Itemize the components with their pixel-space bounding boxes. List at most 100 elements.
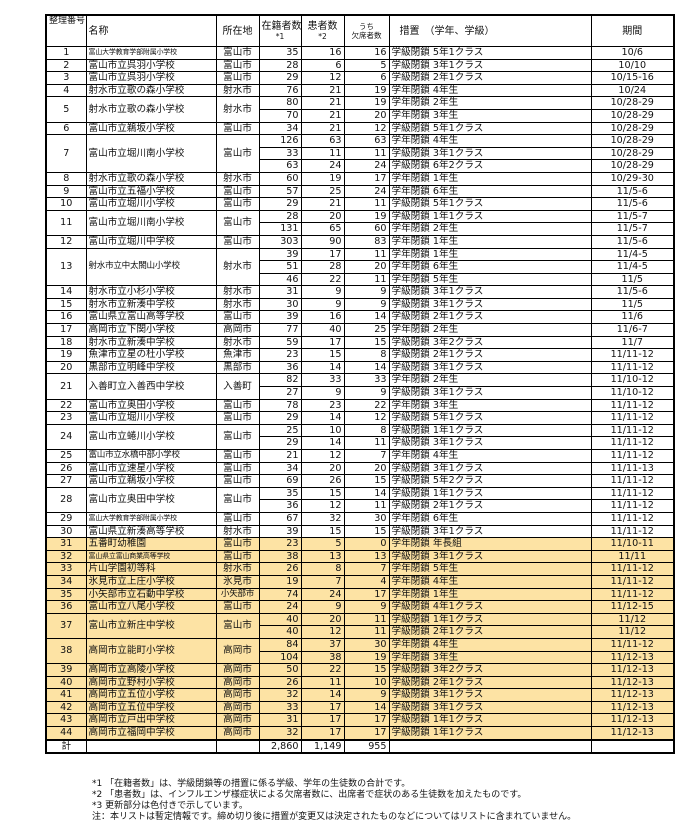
table-row: 15 射水市立新湊中学校 射水市 30 9 9 学級閉鎖 3年1クラス 11/5 xyxy=(45,297,675,312)
school-location: 高岡市 xyxy=(215,713,260,728)
school-location: 高岡市 xyxy=(215,663,260,677)
absent-count: 20 xyxy=(343,260,390,274)
absent-count: 15 xyxy=(343,663,390,677)
closure-period: 11/5-7 xyxy=(590,222,675,236)
absent-count: 30 xyxy=(343,637,390,652)
closure-period: 11/4-5 xyxy=(590,247,675,262)
absent-count: 63 xyxy=(343,134,390,148)
closure-period: 11/10-12 xyxy=(590,386,675,400)
absent-count: 0 xyxy=(343,537,390,551)
entry-number: 40 xyxy=(45,675,87,690)
school-name: 富山市立呉羽小学校 xyxy=(85,58,217,73)
table-row: 2 富山市立呉羽小学校 富山市 28 6 5 学級閉鎖 3年1クラス 10/10 xyxy=(45,58,675,73)
school-name: 高岡市立下関小学校 xyxy=(85,323,217,337)
school-name: 富山市立堀川南小学校 xyxy=(85,209,217,236)
absent-count: 19 xyxy=(343,209,390,224)
total-period-blank xyxy=(590,738,675,754)
patient-count: 5 xyxy=(300,537,345,551)
school-location: 射水市 xyxy=(215,335,260,350)
table-row: 20 黒部市立明峰中学校 黒部市 36 14 14 学級閉鎖 3年1クラス 11/11-12 xyxy=(45,360,675,375)
header-period: 期間 xyxy=(590,14,675,47)
school-location: 射水市 xyxy=(215,83,260,98)
absent-count: 14 xyxy=(343,700,390,715)
school-name: 富山市立奥田小学校 xyxy=(85,398,217,413)
patient-count: 26 xyxy=(300,474,345,488)
absent-count: 11 xyxy=(343,625,390,639)
absent-count: 13 xyxy=(343,549,390,564)
table-row: 17 高岡市立下関小学校 高岡市 77 40 25 学年閉鎖 2年生 11/6-7 xyxy=(45,323,675,337)
school-name: 富山市立八尾小学校 xyxy=(85,600,217,614)
school-location: 富山市 xyxy=(215,398,260,413)
closure-measure: 学年閉鎖 3年生 xyxy=(388,108,592,123)
closure-measure: 学級閉鎖 2年1クラス xyxy=(388,625,592,639)
enrolled-count: 82 xyxy=(258,373,302,388)
patient-count: 12 xyxy=(300,71,345,85)
closure-measure: 学級閉鎖 1年1クラス xyxy=(388,486,592,501)
entry-number: 43 xyxy=(45,713,87,728)
closure-period: 11/11-12 xyxy=(590,587,675,602)
entry-number: 16 xyxy=(45,310,87,325)
enrolled-count: 31 xyxy=(258,285,302,299)
table-row: 23 富山市立堀川小学校 富山市 29 14 12 学級閉鎖 5年1クラス 11/11-12 xyxy=(45,411,675,425)
closure-measure: 学級閉鎖 2年1クラス xyxy=(388,499,592,513)
patient-count: 9 xyxy=(300,600,345,614)
closure-period: 11/6-7 xyxy=(590,323,675,337)
absent-count: 8 xyxy=(343,423,390,438)
school-location: 氷見市 xyxy=(215,574,260,589)
header-patients: 患者数 *2 xyxy=(300,14,345,47)
closure-measure: 学級閉鎖 1年1クラス xyxy=(388,713,592,728)
patient-count: 15 xyxy=(300,486,345,501)
closure-measure: 学年閉鎖 2年生 xyxy=(388,323,592,337)
closure-period: 11/11-12 xyxy=(590,637,675,652)
closure-measure: 学級閉鎖 5年1クラス xyxy=(388,197,592,211)
patient-count: 6 xyxy=(300,58,345,73)
closure-period: 11/11-12 xyxy=(590,511,675,526)
school-location: 富山市 xyxy=(215,549,260,564)
entry-number: 1 xyxy=(45,46,87,60)
table-row: 1 富山大学教育学部附属小学校 富山市 35 16 16 学級閉鎖 5年1クラス 10/6 xyxy=(45,46,675,60)
closure-period: 11/11-12 xyxy=(590,449,675,463)
table-row: 40 12 11 学級閉鎖 2年1クラス 11/12 xyxy=(46,625,675,639)
school-location: 富山市 xyxy=(215,184,260,199)
footnote: 注：本リストは暫定情報です。締め切り後に措置が変更又は決定されたものなどについて… xyxy=(92,812,577,822)
school-name: 射水市立歌の森小学校 xyxy=(85,96,217,123)
enrolled-count: 25 xyxy=(258,423,302,438)
school-location: 富山市 xyxy=(215,537,260,551)
patient-count: 32 xyxy=(300,511,345,526)
absent-count: 30 xyxy=(343,511,390,526)
school-name: 高岡市立野村小学校 xyxy=(85,675,217,690)
school-name: 黒部市立明峰中学校 xyxy=(85,360,217,375)
entry-number: 11 xyxy=(45,209,87,236)
header-absent-top: うち xyxy=(359,22,374,31)
patient-count: 9 xyxy=(300,386,345,400)
school-location: 魚津市 xyxy=(215,348,260,362)
school-location: 小矢部市 xyxy=(215,587,260,602)
patient-count: 21 xyxy=(300,83,345,98)
entry-number: 3 xyxy=(45,71,87,85)
patient-count: 24 xyxy=(300,587,345,602)
closure-period: 10/24 xyxy=(590,83,675,98)
school-location: 射水市 xyxy=(215,562,260,576)
entry-number: 5 xyxy=(45,96,87,123)
entry-number: 30 xyxy=(45,524,87,539)
patient-count: 23 xyxy=(300,398,345,413)
closure-measure: 学級閉鎖 2年1クラス xyxy=(388,348,592,362)
school-name: 高岡市立能町小学校 xyxy=(85,637,217,665)
absent-count: 25 xyxy=(343,323,390,337)
enrolled-count: 23 xyxy=(258,348,302,362)
enrolled-count: 35 xyxy=(258,46,302,60)
school-name: 富山市立新庄中学校 xyxy=(85,612,217,639)
school-name: 高岡市立五位小学校 xyxy=(85,688,217,702)
table-body: 1 富山大学教育学部附属小学校 富山市 35 16 16 学級閉鎖 5年1クラス 10/6 2 富… xyxy=(45,46,675,754)
school-name: 富山市立堀川南小学校 xyxy=(85,134,217,173)
closure-measure: 学年閉鎖 6年生 xyxy=(388,184,592,199)
patient-count: 37 xyxy=(300,637,345,652)
school-name: 富山市立堀川小学校 xyxy=(85,197,217,211)
enrolled-count: 29 xyxy=(258,71,302,85)
patient-count: 63 xyxy=(300,134,345,148)
absent-count: 11 xyxy=(343,146,390,161)
enrolled-count: 19 xyxy=(258,574,302,589)
closure-measure: 学級閉鎖 3年1クラス xyxy=(388,360,592,375)
school-name: 氷見市立上庄小学校 xyxy=(85,574,217,589)
entry-number: 33 xyxy=(45,562,87,576)
